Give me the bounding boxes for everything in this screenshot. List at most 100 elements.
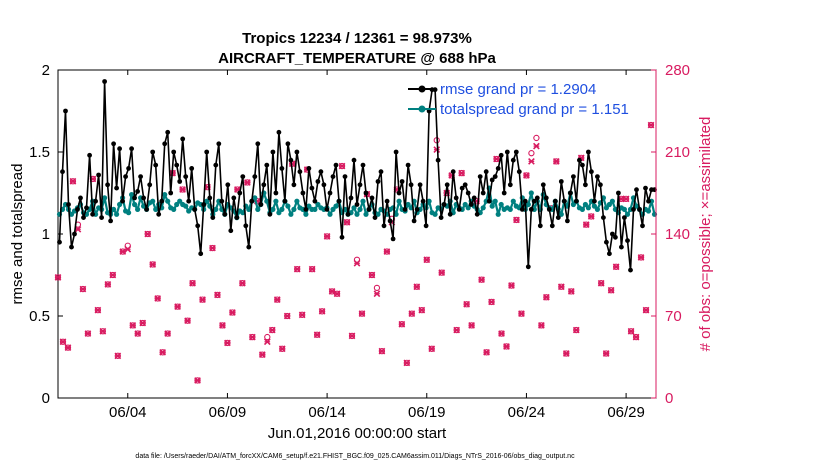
spread-point <box>291 206 297 212</box>
spread-point <box>579 206 586 212</box>
obs-assimilated-marker <box>144 230 152 238</box>
y-right-axis-label: # of obs: o=possible; ×=assimilated <box>697 117 714 352</box>
rmse-point <box>474 211 480 217</box>
spread-point <box>327 211 333 217</box>
rmse-point <box>571 174 576 180</box>
obs-assimilated-marker <box>263 338 271 346</box>
rmse-point <box>537 223 543 229</box>
rmse-point <box>516 169 522 175</box>
rmse-point <box>318 169 324 175</box>
obs-assimilated-marker <box>418 306 426 314</box>
obs-assimilated-marker <box>224 339 231 347</box>
rmse-point <box>577 157 582 163</box>
rmse-point <box>486 198 492 204</box>
spread-point <box>303 211 309 217</box>
rmse-point <box>288 157 294 163</box>
rmse-point <box>348 195 354 201</box>
spread-point <box>375 211 381 217</box>
spread-point <box>306 203 312 209</box>
rmse-point <box>592 198 597 204</box>
rmse-point <box>75 207 80 212</box>
obs-assimilated-marker <box>543 293 550 301</box>
y-tick-label: 0 <box>42 390 50 407</box>
spread-point <box>312 206 318 212</box>
rmse-point <box>552 198 558 204</box>
data-file-note: data file: /Users/raeder/DAI/ATM_forcXX/… <box>135 453 575 460</box>
rmse-point <box>117 146 122 152</box>
spread-point <box>609 198 616 204</box>
spread-point <box>426 198 432 204</box>
chart-subtitle: AIRCRAFT_TEMPERATURE @ 688 hPa <box>218 50 496 67</box>
rmse-point <box>631 207 636 212</box>
obs-assimilated-marker <box>69 177 77 185</box>
spread-point <box>276 210 282 216</box>
obs-assimilated-marker <box>333 290 341 298</box>
rmse-point <box>150 149 156 155</box>
spread-point <box>360 198 366 204</box>
rmse-point <box>378 169 384 175</box>
obs-assimilated-marker <box>244 179 251 186</box>
x-tick-label: 06/24 <box>508 404 546 421</box>
rmse-point <box>312 198 318 204</box>
x-tick-label: 06/29 <box>607 404 645 421</box>
spread-point <box>68 211 75 217</box>
rmse-point <box>108 218 113 224</box>
rmse-point <box>168 190 174 196</box>
obs-possible-marker <box>373 284 381 292</box>
rmse-point <box>225 182 231 188</box>
rmse-point <box>201 202 207 207</box>
rmse-point <box>504 149 510 155</box>
obs-assimilated-marker <box>498 330 505 337</box>
rmse-point <box>345 211 351 217</box>
rmse-point <box>285 141 291 147</box>
rmse-point <box>264 162 270 168</box>
rmse-point <box>192 207 198 212</box>
rmse-point <box>219 198 225 204</box>
y-axis-label: rmse and totalspread <box>9 164 26 305</box>
obs-assimilated-marker <box>219 322 226 329</box>
rmse-point <box>177 179 183 184</box>
rmse-point <box>243 223 249 229</box>
obs-assimilated-marker <box>582 221 590 228</box>
rmse-point <box>616 190 621 196</box>
obs-assimilated-marker <box>478 276 485 284</box>
legend-rmse-label: rmse grand pr = 1.2904 <box>440 81 596 98</box>
rmse-point <box>351 157 357 163</box>
rmse-point <box>595 174 600 180</box>
obs-assimilated-marker <box>373 290 381 298</box>
rmse-point <box>78 195 83 201</box>
rmse-point <box>465 190 471 196</box>
x-tick-label: 06/09 <box>209 404 247 421</box>
spread-point <box>525 201 531 208</box>
rmse-point <box>534 195 540 201</box>
spread-point <box>633 203 640 209</box>
spread-point <box>129 192 135 198</box>
spread-point <box>126 210 132 216</box>
obs-assimilated-marker <box>283 312 291 320</box>
spread-point <box>204 198 210 204</box>
spread-point <box>264 198 270 204</box>
rmse-point <box>601 215 606 221</box>
rmse-point <box>435 157 441 163</box>
spread-point <box>432 211 438 217</box>
rmse-point <box>423 223 429 229</box>
x-tick-label: 06/19 <box>408 404 446 421</box>
rmse-point <box>87 152 92 158</box>
rmse-point <box>198 251 204 257</box>
rmse-point <box>363 190 369 196</box>
obs-assimilated-marker <box>248 333 256 341</box>
spread-point <box>492 198 498 204</box>
obs-assimilated-marker <box>59 338 67 346</box>
obs-assimilated-marker <box>258 351 266 359</box>
rmse-point <box>237 190 243 196</box>
rmse-point <box>607 251 612 257</box>
rmse-point <box>384 198 390 204</box>
rmse-point <box>634 187 639 193</box>
rmse-point <box>399 179 405 184</box>
obs-assimilated-marker <box>308 265 316 273</box>
rmse-point <box>282 198 288 204</box>
legend: rmse grand pr = 1.2904 totalspread grand… <box>408 81 629 118</box>
rmse-point <box>90 211 95 217</box>
obs-assimilated-marker <box>313 331 321 339</box>
obs-assimilated-marker <box>607 286 615 294</box>
